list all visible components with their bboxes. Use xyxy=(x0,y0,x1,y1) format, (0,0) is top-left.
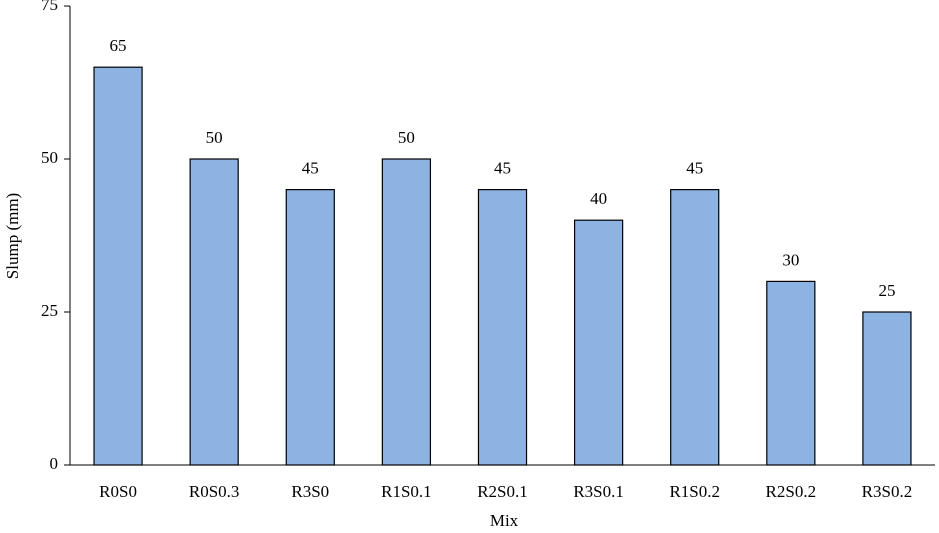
x-tick-label: R3S0.1 xyxy=(573,482,624,501)
bar xyxy=(477,189,528,466)
x-tick-label: R0S0 xyxy=(99,482,137,501)
y-tick-label: 25 xyxy=(41,301,58,320)
x-tick-label: R2S0.1 xyxy=(477,482,528,501)
x-tick-label: R1S0.1 xyxy=(381,482,432,501)
data-label: 50 xyxy=(398,128,415,147)
data-label: 25 xyxy=(878,281,895,300)
x-axis-label: Mix xyxy=(490,511,519,530)
data-label: 65 xyxy=(110,36,127,55)
y-tick-label: 0 xyxy=(50,454,59,473)
bar xyxy=(670,189,720,466)
data-label: 45 xyxy=(686,159,703,178)
data-label: 45 xyxy=(302,159,319,178)
y-axis-label: Slump (mm) xyxy=(3,193,22,279)
y-tick-label: 50 xyxy=(41,148,58,167)
x-tick-label: R3S0.2 xyxy=(862,482,913,501)
bar xyxy=(862,311,912,466)
bar xyxy=(573,219,624,466)
data-label: 50 xyxy=(206,128,223,147)
data-label: 30 xyxy=(782,250,799,269)
bar xyxy=(285,189,335,466)
x-tick-label: R0S0.3 xyxy=(189,482,240,501)
bar xyxy=(381,158,432,466)
data-label: 45 xyxy=(494,159,511,178)
data-label: 40 xyxy=(590,189,607,208)
x-tick-label: R2S0.2 xyxy=(766,482,817,501)
x-tick-label: R1S0.2 xyxy=(669,482,720,501)
x-tick-label: R3S0 xyxy=(291,482,329,501)
bar xyxy=(189,158,239,466)
y-tick-label: 75 xyxy=(41,0,58,14)
bar xyxy=(766,280,816,466)
bar xyxy=(93,66,143,466)
